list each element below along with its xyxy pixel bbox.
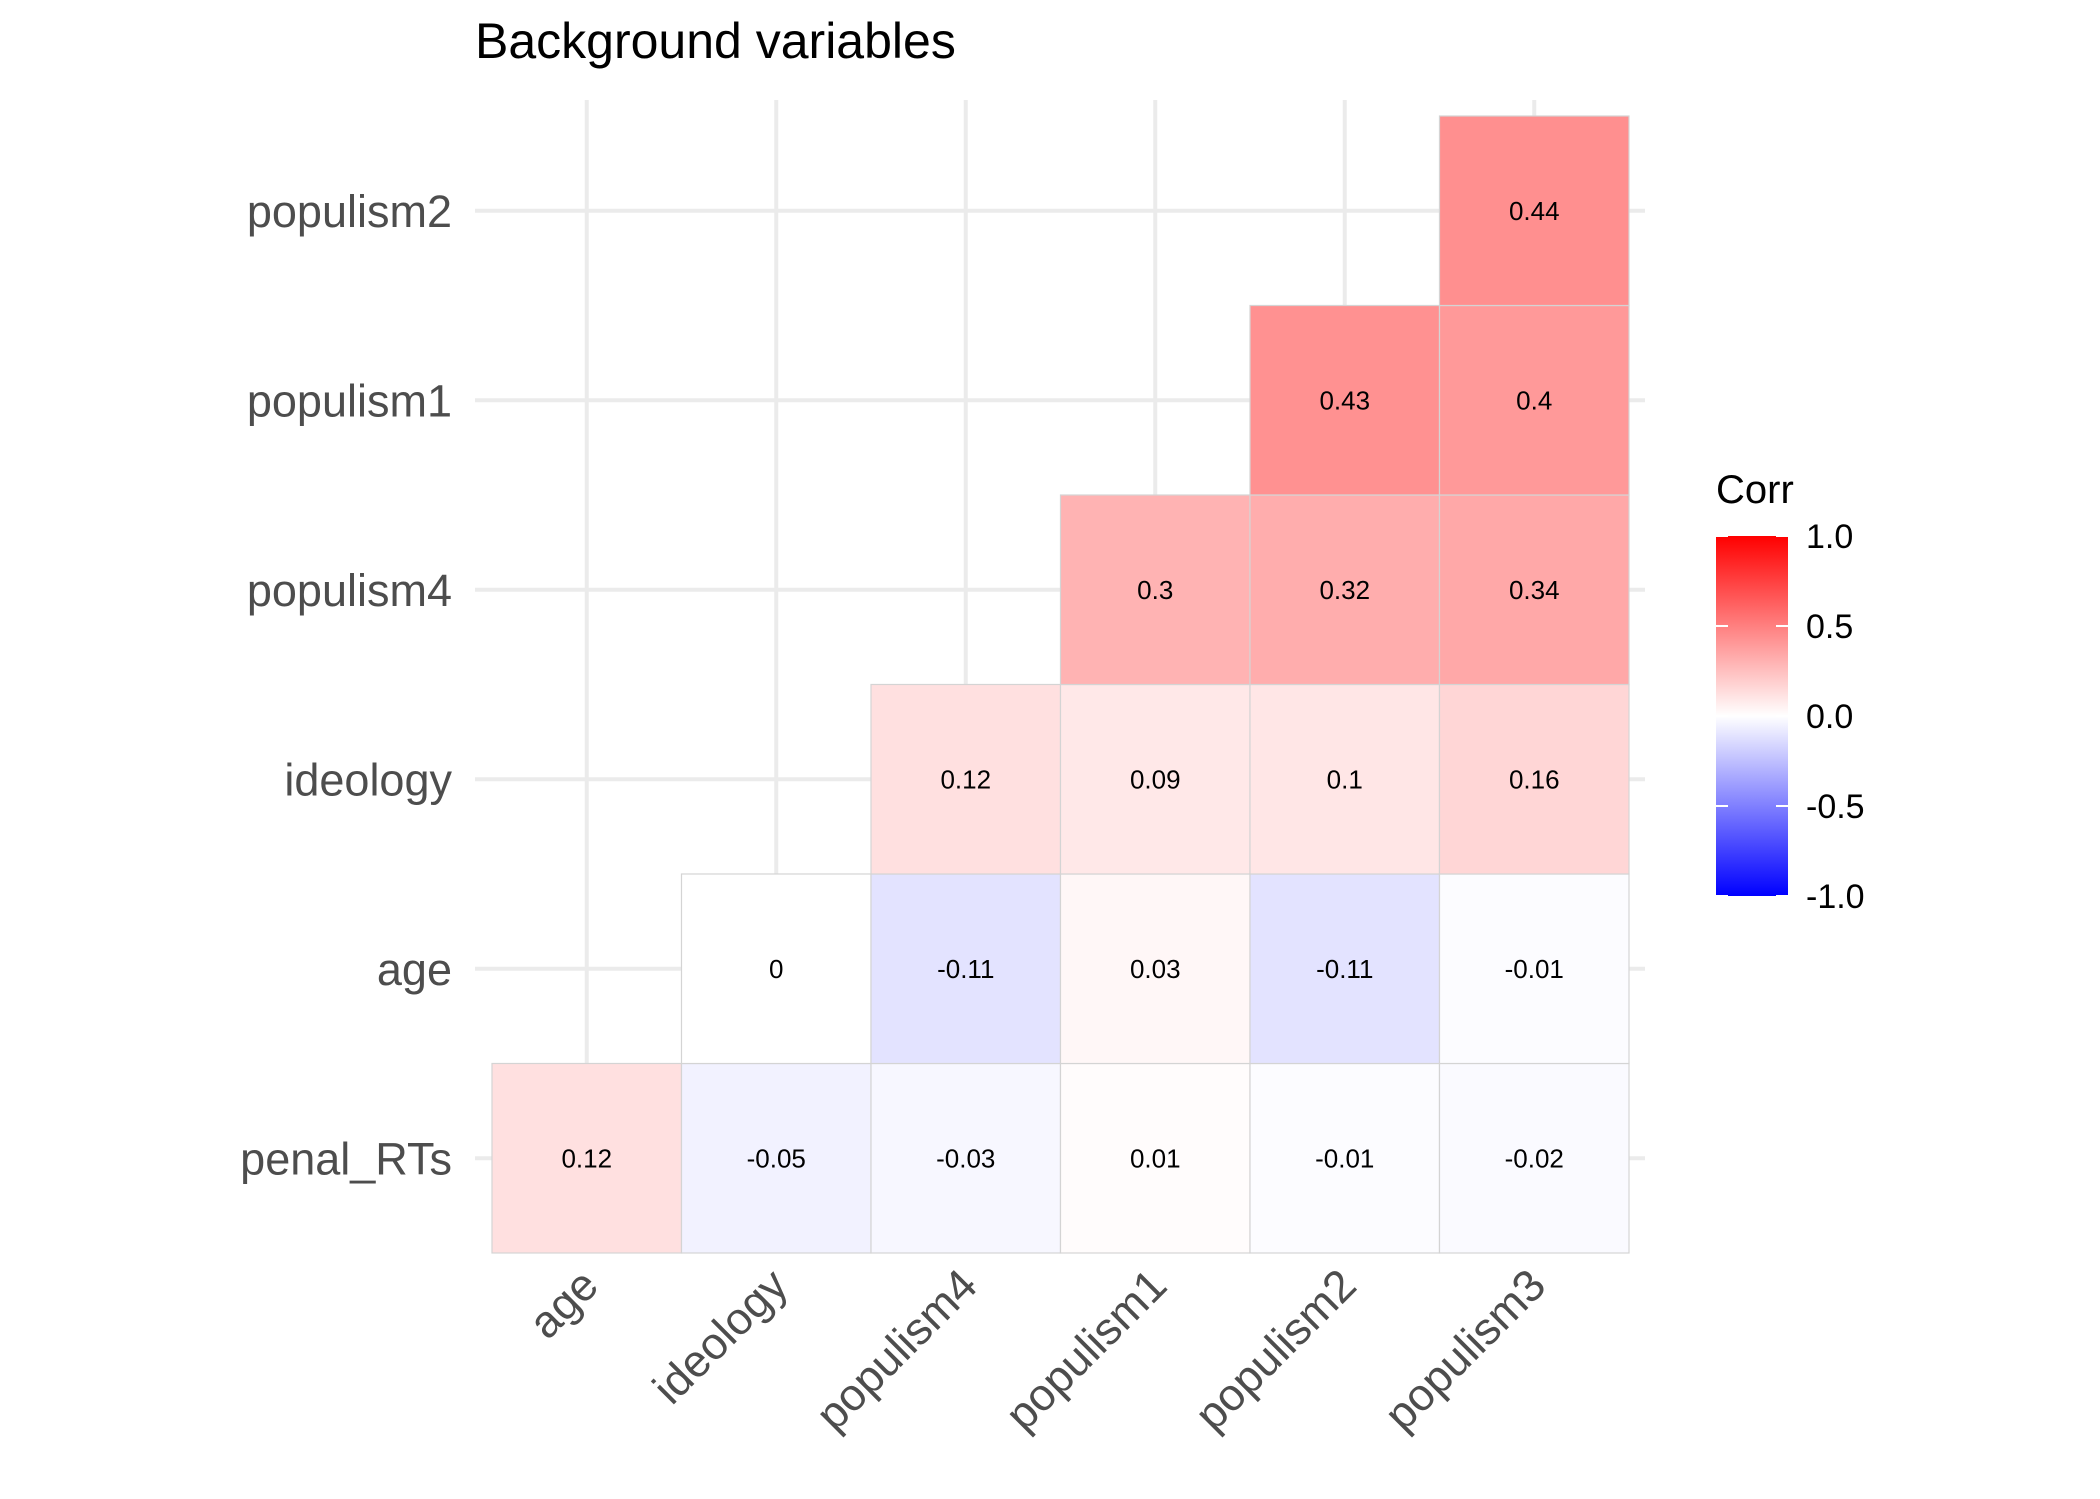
y-tick-label: ideology — [284, 754, 452, 805]
legend-title: Corr — [1716, 468, 1794, 512]
heatmap-cell-populism1-age — [1059, 873, 1251, 1065]
x-tick-label: populism3 — [1374, 1259, 1555, 1440]
heatmap-cell-populism2-age — [1249, 873, 1441, 1065]
cell-value-label: 0.01 — [1130, 1143, 1181, 1173]
heatmap-cell-populism2-populism1 — [1249, 304, 1441, 496]
cell-value-label: -0.01 — [1505, 954, 1564, 984]
heatmap-cell-ideology-age — [680, 873, 872, 1065]
cell-value-label: -0.01 — [1315, 1143, 1374, 1173]
heatmap-cell-age-penal_RTs — [491, 1062, 683, 1254]
cell-value-label: 0.09 — [1130, 764, 1181, 794]
heatmap-cell-populism3-ideology — [1438, 683, 1630, 875]
legend-tick-label: 1.0 — [1806, 518, 1853, 556]
y-tick-label: populism4 — [247, 565, 452, 616]
cell-value-label: -0.03 — [936, 1143, 995, 1173]
heatmap-cell-populism2-populism4 — [1249, 494, 1441, 686]
cell-value-label: 0.3 — [1137, 575, 1173, 605]
legend-tick-label: 0.0 — [1806, 698, 1853, 736]
x-tick-label: populism2 — [1185, 1259, 1366, 1440]
x-tick-label: populism4 — [806, 1259, 987, 1440]
heatmap-cell-populism4-ideology — [870, 683, 1062, 875]
y-tick-label: penal_RTs — [240, 1133, 452, 1184]
cell-value-label: 0.4 — [1516, 385, 1552, 415]
cell-value-label: 0.44 — [1509, 196, 1560, 226]
y-tick-label: age — [377, 944, 452, 995]
y-tick-label: populism2 — [247, 186, 452, 237]
cell-value-label: 0.03 — [1130, 954, 1181, 984]
cell-value-label: 0 — [769, 954, 783, 984]
heatmap-cell-populism1-ideology — [1059, 683, 1251, 875]
legend-tick-label: 0.5 — [1806, 608, 1853, 646]
legend-tick-label: -0.5 — [1806, 788, 1865, 826]
legend-tick-label: -1.0 — [1806, 878, 1865, 916]
chart-title: Background variables — [475, 13, 956, 69]
cell-value-label: -0.11 — [1316, 954, 1373, 984]
x-tick-label: populism1 — [995, 1259, 1176, 1440]
cell-value-label: 0.1 — [1327, 764, 1363, 794]
cell-value-label: -0.02 — [1505, 1143, 1564, 1173]
cell-value-label: -0.11 — [937, 954, 994, 984]
cell-value-label: 0.12 — [940, 764, 991, 794]
x-tick-label: ideology — [643, 1259, 798, 1414]
x-tick-label: age — [519, 1259, 608, 1348]
heatmap-cell-populism3-penal_RTs — [1438, 1062, 1630, 1254]
cell-value-label: 0.34 — [1509, 575, 1560, 605]
heatmap-cell-populism3-populism1 — [1438, 304, 1630, 496]
heatmap-cell-populism3-populism2 — [1438, 115, 1630, 307]
heatmap-cell-populism3-populism4 — [1438, 494, 1630, 686]
cell-value-label: 0.12 — [561, 1143, 612, 1173]
heatmap-cell-populism2-ideology — [1249, 683, 1441, 875]
heatmap-cell-populism1-populism4 — [1059, 494, 1251, 686]
heatmap-cell-populism3-age — [1438, 873, 1630, 1065]
heatmap-cell-populism1-penal_RTs — [1059, 1062, 1251, 1254]
cell-value-label: 0.43 — [1319, 385, 1370, 415]
y-tick-label: populism1 — [247, 375, 452, 426]
heatmap-cell-populism4-age — [870, 873, 1062, 1065]
cell-value-label: 0.32 — [1319, 575, 1370, 605]
heatmap-cell-ideology-penal_RTs — [680, 1062, 872, 1254]
cell-value-label: -0.05 — [747, 1143, 806, 1173]
cell-value-label: 0.16 — [1509, 764, 1560, 794]
